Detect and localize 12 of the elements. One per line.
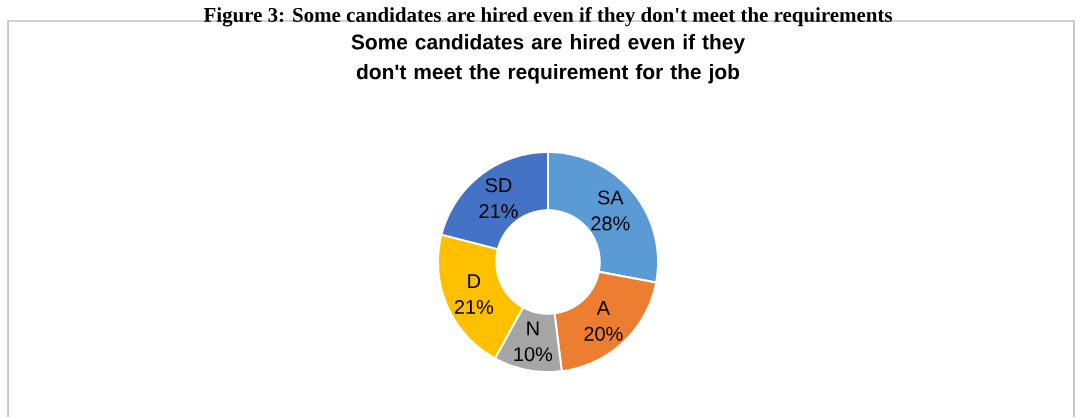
data-label: 21%	[454, 300, 494, 315]
data-label: 28%	[591, 216, 630, 231]
caption: Figure 3: Some candidates are hired even if they don't meet the requirements	[203, 7, 893, 27]
chart-title: Some candidates are hired even if they don't meet the requirement for the job	[351, 34, 745, 84]
data-label: 21%	[479, 204, 518, 219]
data-label: 10%	[514, 347, 553, 362]
slice-label: SD	[485, 178, 512, 193]
slice-label: N	[527, 321, 539, 336]
slice-label: D	[468, 274, 481, 289]
slice-label: SA	[597, 190, 624, 205]
data-label: 20%	[584, 326, 623, 342]
slice-label: A	[596, 301, 610, 315]
